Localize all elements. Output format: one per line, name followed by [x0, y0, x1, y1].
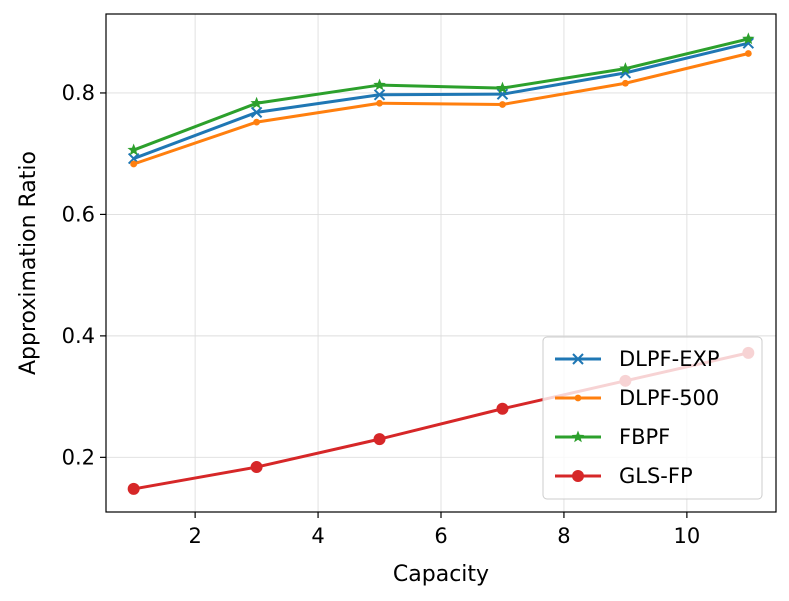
series-1-point-5 [744, 50, 752, 57]
legend-label-3: GLS-FP [619, 464, 693, 488]
y-axis-title: Approximation Ratio [16, 151, 41, 375]
legend-label-0: DLPF-EXP [619, 347, 720, 371]
series-0-point-1 [250, 106, 263, 119]
legend-box [542, 336, 763, 500]
x-tick-label-4: 10 [674, 524, 701, 548]
series-0 [127, 37, 755, 165]
series-line-0 [133, 41, 749, 160]
series-3-point-3 [496, 402, 509, 415]
series-3-point-0 [127, 482, 140, 495]
series-2-point-0 [127, 143, 140, 156]
y-tick-label-3: 0.8 [62, 81, 95, 105]
legend-label-1: DLPF-500 [619, 386, 719, 410]
y-tick-label-1: 0.4 [62, 324, 95, 348]
x-axis-title: Capacity [393, 562, 489, 587]
legend-item-0: DLPF-EXP [555, 347, 720, 371]
ticks: 2 4 6 8 10 0.2 0.4 0.6 0.8 [62, 81, 701, 548]
series-2-point-2 [373, 78, 386, 91]
series-2-point-3 [496, 81, 509, 94]
series-1-point-2 [376, 99, 383, 107]
series-1 [130, 50, 752, 168]
series-3-point-1 [250, 461, 263, 474]
series-0-point-3 [496, 88, 509, 100]
series-2-point-4 [619, 62, 632, 74]
x-tick-label-0: 2 [188, 524, 201, 548]
series-line-2 [133, 37, 749, 152]
series-2 [127, 32, 755, 156]
legend-marker-2 [571, 430, 585, 443]
grid [106, 14, 776, 512]
legend-label-2: FBPF [619, 425, 670, 449]
x-tick-label-1: 4 [311, 524, 324, 548]
legend-item-3: GLS-FP [555, 464, 693, 488]
legend-item-1: DLPF-500 [555, 386, 719, 410]
series-line-1 [133, 52, 749, 166]
y-tick-label-0: 0.2 [62, 445, 95, 469]
series-1-point-4 [622, 79, 629, 87]
legend-marker-1 [574, 394, 582, 402]
series-3-point-2 [373, 433, 386, 446]
series-1-point-0 [130, 160, 138, 168]
legend-marker-0 [572, 353, 584, 365]
legend-item-2: FBPF [555, 425, 670, 449]
legend: DLPF-EXP DLPF-500 FBPF GLS-FP [542, 336, 763, 500]
series-1-point-3 [499, 101, 506, 108]
series-2-point-5 [742, 32, 755, 45]
x-tick-label-3: 8 [557, 524, 570, 548]
series-1-point-1 [253, 118, 260, 126]
legend-marker-3 [572, 470, 584, 482]
x-tick-label-2: 6 [434, 524, 447, 548]
series-2-point-1 [250, 96, 263, 109]
y-tick-label-2: 0.6 [62, 202, 95, 226]
series-0-point-2 [373, 89, 386, 101]
